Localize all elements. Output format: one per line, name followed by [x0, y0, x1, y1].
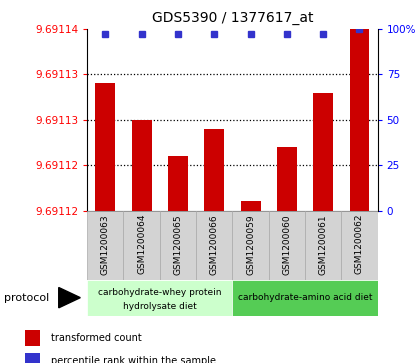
Bar: [95, 83, 115, 211]
Bar: [232, 280, 378, 316]
Bar: [196, 211, 232, 280]
Bar: [313, 93, 333, 211]
Text: GSM1200063: GSM1200063: [101, 214, 110, 275]
Bar: [241, 201, 261, 211]
Bar: [232, 211, 269, 280]
Text: carbohydrate-whey protein: carbohydrate-whey protein: [98, 288, 222, 297]
Bar: [87, 280, 232, 316]
Bar: [124, 211, 160, 280]
Bar: [132, 120, 151, 211]
Bar: [168, 156, 188, 211]
Text: GSM1200062: GSM1200062: [355, 214, 364, 274]
Bar: [269, 211, 305, 280]
Bar: [349, 29, 369, 211]
Text: GSM1200065: GSM1200065: [173, 214, 183, 275]
Text: hydrolysate diet: hydrolysate diet: [123, 302, 197, 311]
Bar: [25, 353, 40, 363]
Text: GSM1200064: GSM1200064: [137, 214, 146, 274]
Text: protocol: protocol: [4, 293, 49, 303]
Bar: [204, 129, 224, 211]
Bar: [305, 211, 341, 280]
Title: GDS5390 / 1377617_at: GDS5390 / 1377617_at: [151, 11, 313, 25]
Text: GSM1200066: GSM1200066: [210, 214, 219, 275]
Bar: [277, 147, 297, 211]
Bar: [25, 330, 40, 346]
Text: carbohydrate-amino acid diet: carbohydrate-amino acid diet: [238, 293, 372, 302]
Bar: [160, 211, 196, 280]
Text: GSM1200059: GSM1200059: [246, 214, 255, 275]
Bar: [87, 211, 124, 280]
Text: transformed count: transformed count: [51, 333, 142, 343]
Text: GSM1200060: GSM1200060: [282, 214, 291, 275]
Bar: [341, 211, 378, 280]
Polygon shape: [59, 287, 81, 308]
Text: GSM1200061: GSM1200061: [319, 214, 328, 275]
Text: percentile rank within the sample: percentile rank within the sample: [51, 356, 216, 363]
